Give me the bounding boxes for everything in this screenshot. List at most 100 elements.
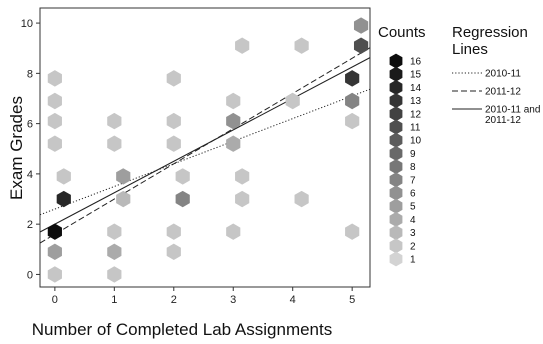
data-hexagon	[47, 70, 62, 87]
x-tick-label: 5	[349, 294, 355, 306]
legend-hexagon	[389, 146, 403, 161]
data-hexagon	[116, 190, 131, 208]
legend-line-label-cont: 2011-12	[485, 115, 521, 126]
data-hexagon	[285, 92, 300, 110]
y-tick-label: 10	[21, 18, 33, 30]
data-hexagon	[294, 190, 309, 208]
y-tick-label: 2	[27, 219, 33, 231]
data-hexagon	[107, 223, 122, 240]
data-hexagon	[47, 243, 62, 261]
data-hexagon	[235, 190, 250, 208]
y-tick-label: 8	[27, 68, 33, 80]
legend-count-label: 6	[410, 189, 416, 200]
regression-line	[39, 88, 371, 216]
data-hexagon	[226, 135, 241, 152]
legend-count-label: 16	[410, 57, 422, 68]
legend-hexagon	[389, 119, 403, 135]
data-hexagon	[107, 266, 122, 283]
legend-hexagon	[389, 251, 403, 267]
data-hexagon	[166, 70, 181, 87]
y-tick-label: 0	[27, 269, 33, 281]
legend-hexagon	[389, 185, 403, 201]
legend-hexagon	[389, 198, 403, 214]
data-hexagon	[56, 190, 71, 208]
data-hexagon	[345, 92, 360, 110]
data-hexagon	[107, 112, 122, 130]
data-hexagon	[166, 223, 181, 240]
data-hexagon	[47, 266, 62, 283]
data-hexagon	[116, 168, 131, 185]
counts-legend: 16 15 14 13 12 11 10 9 8 7 6 5 4 3 2 1	[389, 53, 422, 267]
legend-count-label: 9	[410, 149, 416, 160]
x-tick-label: 2	[171, 294, 177, 306]
legend-count-label: 3	[410, 228, 416, 239]
plot-frame	[39, 7, 371, 288]
data-hexagon	[166, 112, 181, 130]
legend-count-label: 2	[410, 241, 416, 252]
legend-count-label: 4	[410, 215, 416, 226]
data-hexagon	[166, 135, 181, 152]
legend-count-label: 12	[410, 109, 422, 120]
x-tick-label: 1	[111, 294, 117, 306]
x-tick-label: 0	[52, 294, 58, 306]
data-hexagon	[107, 243, 122, 261]
x-tick-label: 4	[290, 294, 296, 306]
legend-line-label: 2010-11 and	[485, 105, 540, 116]
legend-hexagon	[389, 93, 403, 108]
data-hexagon	[235, 168, 250, 185]
legend-hexagon	[389, 159, 403, 174]
legend-hexagon	[389, 238, 403, 254]
legend-count-label: 14	[410, 83, 422, 94]
axis-ticks: 0 1 2 3 4 5 0 2 4 6 8 10	[21, 18, 355, 306]
legend-line-label: 2010-11	[485, 69, 521, 80]
data-hexagon	[226, 92, 241, 110]
data-hexagon	[175, 190, 190, 208]
data-hexagon	[345, 223, 360, 240]
lines-legend-title-1: Regression	[452, 24, 528, 41]
legend-hexagon	[389, 106, 403, 122]
legend-hexagon	[389, 225, 403, 240]
data-hexagon	[353, 37, 369, 54]
y-tick-label: 4	[27, 169, 33, 181]
data-hexagon	[294, 37, 309, 54]
data-hexagon	[47, 92, 62, 110]
data-hexagon	[345, 70, 360, 87]
legend-count-label: 5	[410, 202, 416, 213]
legend-count-label: 11	[410, 123, 421, 134]
legend-count-label: 15	[410, 70, 422, 81]
regression-lines	[39, 47, 371, 244]
legend-hexagon	[389, 53, 403, 69]
counts-legend-title: Counts	[378, 24, 426, 41]
y-tick-label: 6	[27, 119, 33, 131]
data-hexagon	[56, 168, 71, 185]
legend-count-label: 7	[410, 175, 416, 186]
legend-line-label: 2011-12	[485, 87, 521, 98]
data-hexagon	[166, 243, 181, 261]
legend-count-label: 10	[410, 136, 422, 147]
data-hexagon	[345, 112, 360, 130]
data-hexagon	[47, 112, 62, 130]
lines-legend-title-2: Lines	[452, 41, 488, 58]
legend-hexagon	[389, 66, 403, 82]
data-hexagon	[226, 112, 241, 130]
data-hexagon	[226, 223, 241, 240]
legend-count-label: 8	[410, 162, 416, 173]
data-hexagon	[107, 135, 122, 152]
y-axis-title: Exam Grades	[7, 96, 26, 200]
legend-hexagon	[389, 132, 403, 148]
x-tick-label: 3	[230, 294, 236, 306]
legend-count-label: 1	[410, 255, 416, 266]
legend-count-label: 13	[410, 96, 422, 107]
legend-hexagon	[389, 172, 403, 188]
regression-line	[39, 57, 371, 233]
data-hexagon	[47, 135, 62, 152]
legend-hexagon	[389, 80, 403, 95]
data-hexagon	[47, 223, 62, 240]
data-hexagons	[47, 17, 369, 283]
x-axis-title: Number of Completed Lab Assignments	[32, 320, 333, 339]
data-hexagon	[175, 168, 190, 185]
data-hexagon	[353, 17, 369, 34]
legend-hexagon	[389, 212, 403, 227]
